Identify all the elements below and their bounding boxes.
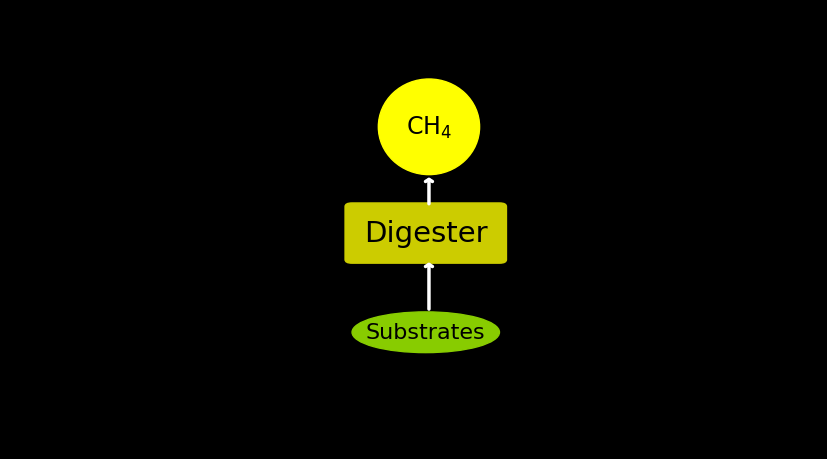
Text: $\mathrm{CH_4}$: $\mathrm{CH_4}$ [406,114,452,140]
Text: Digester: Digester [364,219,488,247]
FancyBboxPatch shape [344,203,507,264]
Ellipse shape [378,80,480,175]
Text: Substrates: Substrates [366,323,485,342]
Ellipse shape [352,312,500,353]
